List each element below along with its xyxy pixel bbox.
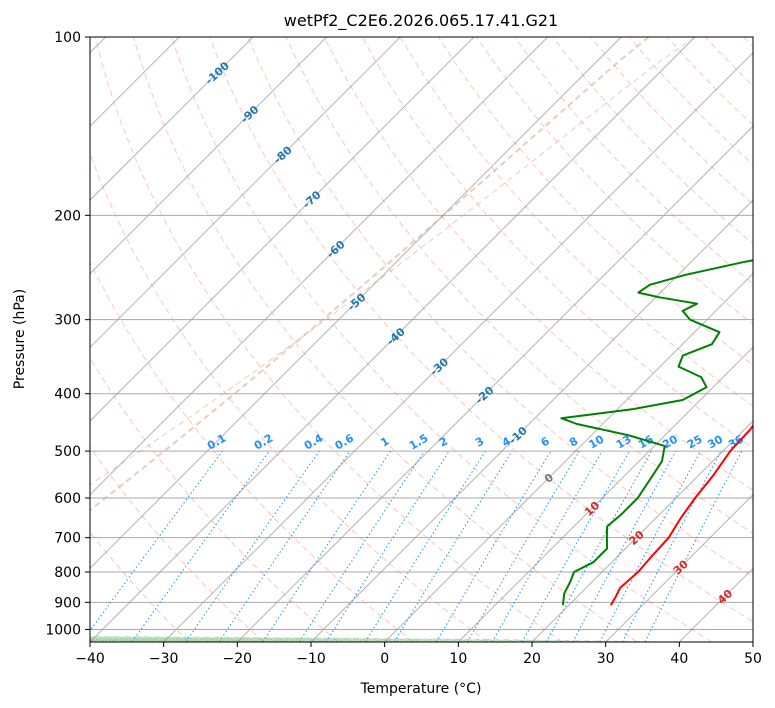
dry-adiabat bbox=[90, 260, 414, 642]
skewed-isotherm bbox=[90, 37, 328, 275]
curved-guide bbox=[90, 37, 650, 512]
skewed-isotherm bbox=[384, 272, 753, 642]
temperature-profile bbox=[609, 423, 753, 606]
skewed-isotherm bbox=[163, 51, 753, 642]
y-tick-label: 900 bbox=[54, 595, 81, 611]
x-tick-label: −10 bbox=[296, 651, 326, 667]
y-tick-label: 100 bbox=[54, 30, 81, 46]
dry-adiabat bbox=[514, 37, 753, 285]
dry-adiabat bbox=[476, 37, 753, 325]
dry-adiabat bbox=[132, 37, 638, 642]
mixing-ratio-line bbox=[262, 450, 392, 642]
dry-adiabat bbox=[247, 37, 753, 578]
chart-title: wetPf2_C2E6.2026.065.17.41.G21 bbox=[284, 11, 558, 31]
x-tick-label: 10 bbox=[449, 651, 467, 667]
skewed-isotherm bbox=[90, 37, 254, 201]
x-tick-label: 40 bbox=[670, 651, 688, 667]
series-layer bbox=[560, 259, 753, 606]
mixing-ratio-line bbox=[393, 450, 513, 642]
mixing-ratio-line bbox=[218, 450, 351, 642]
skewed-isotherm bbox=[90, 37, 549, 496]
axes-layer: −40 −30 −20 −10 0 10 20 30 40 50 100 200 300 400 500 60… bbox=[45, 30, 762, 667]
mixing-ratio-line bbox=[185, 450, 320, 642]
dry-adiabat bbox=[90, 356, 339, 642]
skewed-isotherm bbox=[90, 37, 401, 349]
y-tick-label: 600 bbox=[54, 491, 81, 507]
y-tick-label: 1000 bbox=[45, 622, 81, 638]
dry-adiabat bbox=[285, 37, 753, 535]
x-tick-label: 30 bbox=[597, 651, 615, 667]
dry-adiabat bbox=[171, 37, 712, 642]
mixing-ratio-line bbox=[298, 450, 425, 642]
skewed-isotherm bbox=[457, 346, 753, 642]
y-tick-label: 700 bbox=[54, 531, 81, 547]
skewed-isotherm bbox=[605, 493, 753, 642]
dry-adiabat bbox=[209, 37, 753, 623]
skewed-isotherm bbox=[310, 199, 753, 642]
x-tick-label: −40 bbox=[75, 651, 105, 667]
dry-adiabat bbox=[94, 37, 563, 642]
mixing-ratio-line bbox=[325, 450, 450, 642]
x-tick-label: 20 bbox=[523, 651, 541, 667]
y-tick-label: 400 bbox=[54, 387, 81, 403]
grid-layer bbox=[90, 37, 753, 642]
skewed-isotherm bbox=[90, 37, 475, 422]
mixing-ratio-line bbox=[572, 450, 677, 642]
dry-adiabat bbox=[323, 37, 753, 491]
mixing-ratio-line bbox=[131, 450, 270, 642]
y-tick-label: 500 bbox=[54, 444, 81, 460]
skewed-isotherm bbox=[531, 420, 753, 642]
mixing-ratio-line bbox=[90, 450, 223, 632]
y-tick-label: 300 bbox=[54, 313, 81, 329]
x-axis-label: Temperature (°C) bbox=[360, 681, 482, 697]
plot-frame bbox=[89, 36, 754, 643]
skewed-isotherm bbox=[90, 37, 622, 570]
curved-guide bbox=[90, 37, 696, 486]
x-tick-label: −30 bbox=[149, 651, 179, 667]
moist-adiabat bbox=[90, 637, 533, 642]
y-tick-label: 800 bbox=[54, 565, 81, 581]
skewed-isotherm bbox=[236, 125, 753, 642]
y-tick-label: 200 bbox=[54, 208, 81, 224]
y-axis-label: Pressure (hPa) bbox=[12, 289, 28, 389]
x-tick-label: 50 bbox=[744, 651, 762, 667]
skewed-isotherm bbox=[90, 37, 696, 642]
moist-adiabat bbox=[90, 637, 569, 642]
dewpoint-profile bbox=[560, 259, 753, 606]
mixing-ratio-line bbox=[521, 450, 630, 642]
x-tick-label: −20 bbox=[223, 651, 253, 667]
mixing-ratio-line bbox=[644, 450, 743, 642]
x-tick-label: 0 bbox=[380, 651, 389, 667]
